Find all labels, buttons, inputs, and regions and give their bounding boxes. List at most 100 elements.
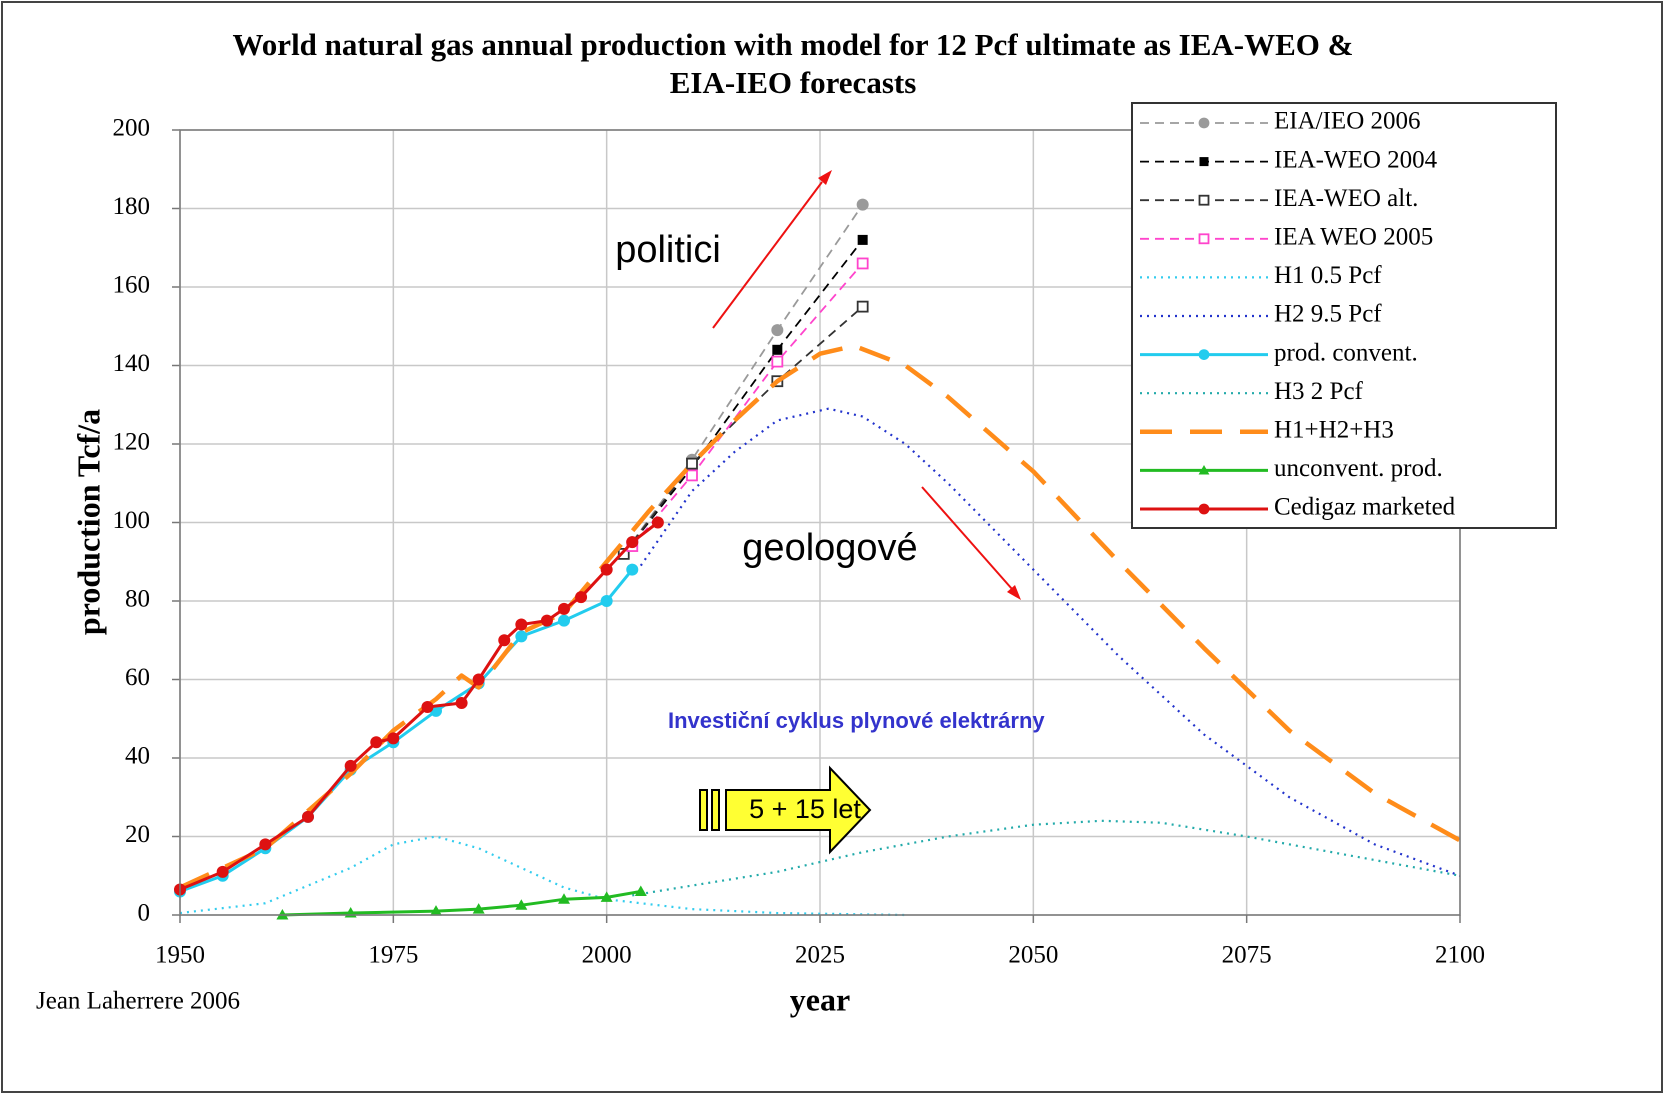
marker [216,865,229,878]
marker [856,300,869,313]
legend-label: IEA-WEO alt. [1274,185,1418,212]
marker [1198,194,1210,206]
x-tick-label: 2050 [1008,942,1058,969]
marker [540,614,553,627]
bar-icon [699,789,708,831]
marker [626,563,639,576]
y-tick-label: 100 [113,507,151,534]
legend-label: IEA-WEO 2004 [1274,146,1438,173]
x-tick-label: 1950 [155,942,205,969]
marker [857,234,868,245]
series-line [282,889,642,917]
marker [651,516,664,529]
marker [600,563,613,576]
arrow-head [1007,585,1021,600]
marker [600,595,613,607]
marker [856,198,869,211]
x-tick-label: 2100 [1435,942,1485,969]
yellow-arrow [725,765,872,855]
marker [344,759,357,772]
legend-box [1131,102,1557,529]
marker [259,838,272,851]
y-tick-label: 0 [138,900,151,927]
marker [1198,349,1210,360]
y-tick-label: 200 [113,115,151,142]
y-tick-label: 140 [113,350,151,377]
legend-label: H1+H2+H3 [1274,417,1394,444]
legend-label: Cedigaz marketed [1274,494,1456,521]
marker [626,536,639,549]
x-axis-label: year [790,981,850,1017]
series-line [632,819,1461,897]
y-tick-label: 80 [125,586,150,613]
x-tick-label: 2000 [582,942,632,969]
series-line [179,521,659,891]
marker [634,885,647,896]
marker [387,732,400,745]
marker [302,810,314,823]
arrow-down [921,486,1013,590]
marker [686,457,698,470]
marker [1198,233,1210,245]
y-tick-label: 60 [125,664,150,691]
arrow-up [712,181,823,329]
legend-label: prod. convent. [1274,339,1418,366]
marker [515,899,528,910]
marker [771,355,784,368]
marker [558,602,570,615]
marker [686,469,698,482]
legend-label: H3 2 Pcf [1274,378,1364,405]
y-tick-label: 180 [113,193,151,220]
marker [558,893,570,904]
x-tick-label: 2025 [795,942,845,969]
annotation: politici [615,229,721,271]
marker [455,697,468,710]
marker [370,736,383,749]
legend-label: unconvent. prod. [1274,455,1443,482]
legend: EIA/IEO 2006 IEA-WEO 2004 IEA-WEO alt. IEA … [1131,102,1557,529]
marker [1199,157,1209,167]
marker [1198,117,1210,129]
y-tick-label: 40 [125,743,150,770]
lines [174,198,1462,920]
credit: Jean Laherrere 2006 [36,988,240,1015]
bar-icon [711,789,720,831]
marker [472,673,485,686]
series-line [179,835,906,917]
marker [771,324,784,337]
annotation: geologové [742,527,917,569]
marker [772,344,783,355]
marker [430,905,442,916]
marker [515,630,528,643]
legend-label: H2 9.5 Pcf [1274,301,1382,328]
marker [558,614,570,627]
marker [515,618,528,631]
marker [600,891,613,902]
annotation: Investiční cyklus plynové elektrárny [668,708,1045,733]
legend-label: EIA/IEO 2006 [1274,108,1421,135]
y-tick-label: 160 [113,272,151,299]
marker [472,903,485,914]
marker [1198,465,1210,475]
arrow-head [818,170,832,185]
chart-title: World natural gas annual production with… [232,27,1354,100]
y-axis-label: production Tcf/a [70,409,106,635]
x-tick-label: 1975 [368,942,418,969]
annotation: 5 + 15 let [749,794,861,824]
legend-label: H1 0.5 Pcf [1274,262,1382,289]
series-line [631,262,864,547]
legend-label: IEA WEO 2005 [1274,224,1433,251]
series-line [631,204,864,543]
marker [421,700,434,713]
marker [498,634,511,647]
x-tick-label: 2075 [1222,942,1272,969]
marker [575,591,588,604]
marker [617,548,630,560]
series-line [623,305,864,555]
series-line [179,568,634,893]
marker [1198,503,1210,515]
marker [856,257,869,270]
series-line [623,239,864,555]
